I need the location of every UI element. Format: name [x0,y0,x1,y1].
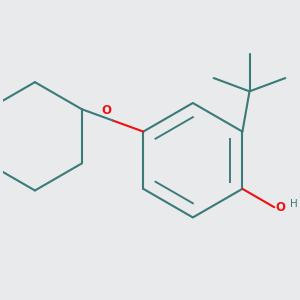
Text: O: O [275,201,285,214]
Text: H: H [290,199,297,209]
Text: O: O [101,104,112,117]
